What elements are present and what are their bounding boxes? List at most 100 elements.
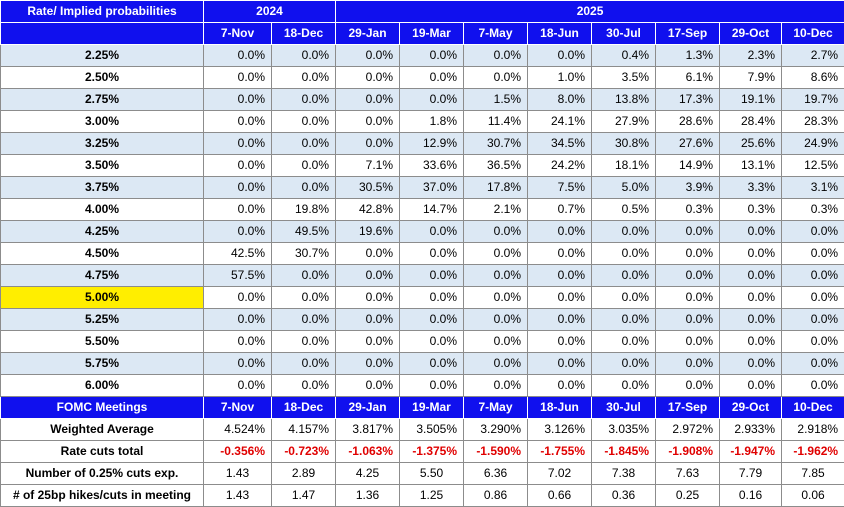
rate-row: 2.50% 0.0% 0.0% 0.0% 0.0% 0.0% 1.0% 3.5% 6.1% 7.9… [0,66,844,89]
probability-cell: 0.0% [399,286,465,309]
summary-value: -1.947% [719,440,783,463]
rate-row: 5.00% 0.0% 0.0% 0.0% 0.0% 0.0% 0.0% 0.0% 0.0% 0.0… [0,286,844,309]
probability-cell: 0.0% [719,330,783,353]
summary-value: 7.02 [527,462,593,485]
probability-cell: 0.0% [591,352,657,375]
probability-cell: 3.5% [591,66,657,89]
probability-cell: 0.0% [203,66,272,89]
probability-cell: 11.4% [463,110,529,133]
probability-cell: 0.0% [655,220,721,243]
probability-cell: 0.0% [203,88,272,111]
summary-row: Number of 0.25% cuts exp. 1.43 2.89 4.25 5.5… [0,462,844,485]
summary-value: 4.25 [335,462,401,485]
probability-cell: 0.0% [655,308,721,331]
meeting-date-header: 29-Oct [719,22,783,45]
probability-cell: 0.0% [203,110,272,133]
summary-value: 3.126% [527,418,593,441]
probability-cell: 0.0% [335,110,401,133]
probability-cell: 0.0% [399,242,465,265]
probability-cell: 30.7% [463,132,529,155]
summary-value: 0.25 [655,484,721,507]
probability-cell: 0.0% [527,264,593,287]
probability-cell: 0.0% [270,286,337,309]
rate-row: 4.00% 0.0% 19.8% 42.8% 14.7% 2.1% 0.7% 0.5% 0.3%… [0,198,844,221]
probability-cell: 0.0% [270,352,337,375]
probability-cell: 0.0% [463,308,529,331]
probability-cell: 24.2% [527,154,593,177]
summary-value: 2.918% [781,418,844,441]
probability-cell: 0.0% [781,308,844,331]
fomc-meeting-date: 18-Jun [527,396,593,419]
summary-label: Weighted Average [0,418,204,441]
fomc-meeting-date: 7-Nov [203,396,272,419]
fomc-meeting-date: 19-Mar [399,396,465,419]
probability-cell: 0.0% [399,374,465,397]
summary-value: 3.290% [463,418,529,441]
probability-cell: 0.0% [463,44,529,67]
probability-cell: 0.0% [335,132,401,155]
rate-row: 5.75% 0.0% 0.0% 0.0% 0.0% 0.0% 0.0% 0.0% 0.0% 0.0… [0,352,844,375]
probability-cell: 0.0% [270,154,337,177]
summary-value: 0.36 [591,484,657,507]
rate-label: 3.50% [0,154,204,177]
summary-value: 2.933% [719,418,783,441]
probability-cell: 0.0% [270,66,337,89]
probability-cell: 0.0% [655,352,721,375]
probability-cell: 12.9% [399,132,465,155]
probability-cell: 0.0% [591,286,657,309]
probability-cell: 19.7% [781,88,844,111]
probability-cell: 0.0% [270,176,337,199]
probability-cell: 0.0% [591,330,657,353]
probability-cell: 18.1% [591,154,657,177]
probability-cell: 0.0% [463,242,529,265]
probability-cell: 3.3% [719,176,783,199]
probability-cell: 0.0% [335,374,401,397]
probability-cell: 3.1% [781,176,844,199]
probability-cell: 6.1% [655,66,721,89]
meeting-date-header: 17-Sep [655,22,721,45]
probability-cell: 8.0% [527,88,593,111]
summary-value: 3.817% [335,418,401,441]
fomc-meetings-label: FOMC Meetings [0,396,204,419]
summary-value: -1.755% [527,440,593,463]
probability-cell: 0.0% [719,308,783,331]
probability-cell: 34.5% [527,132,593,155]
rate-row: 3.50% 0.0% 0.0% 7.1% 33.6% 36.5% 24.2% 18.1% 14.… [0,154,844,177]
probability-cell: 0.0% [335,330,401,353]
probability-cell: 0.4% [591,44,657,67]
probability-cell: 0.0% [399,44,465,67]
probability-cell: 13.8% [591,88,657,111]
probability-cell: 0.0% [270,132,337,155]
probability-cell: 0.0% [719,220,783,243]
rate-label: 5.25% [0,308,204,331]
rate-row: 5.25% 0.0% 0.0% 0.0% 0.0% 0.0% 0.0% 0.0% 0.0% 0.0… [0,308,844,331]
probability-cell: 28.3% [781,110,844,133]
probability-cell: 0.0% [203,198,272,221]
meeting-date-header: 7-May [463,22,529,45]
probability-cell: 7.1% [335,154,401,177]
summary-row: Weighted Average 4.524% 4.157% 3.817% 3.505%… [0,418,844,441]
summary-label: Rate cuts total [0,440,204,463]
probability-cell: 2.3% [719,44,783,67]
probability-cell: 27.9% [591,110,657,133]
probability-cell: 0.0% [527,44,593,67]
probability-cell: 0.0% [781,374,844,397]
summary-value: 1.25 [399,484,465,507]
summary-label: Number of 0.25% cuts exp. [0,462,204,485]
summary-value: 0.16 [719,484,783,507]
meeting-date-header: 10-Dec [781,22,844,45]
probability-cell: 37.0% [399,176,465,199]
probability-cell: 0.5% [591,198,657,221]
date-header-blank [0,22,204,45]
probability-cell: 0.0% [719,242,783,265]
probability-cell: 28.4% [719,110,783,133]
probability-cell: 19.1% [719,88,783,111]
probability-cell: 0.7% [527,198,593,221]
summary-value: 0.66 [527,484,593,507]
rate-label: 5.00% [0,286,204,309]
probability-cell: 12.5% [781,154,844,177]
rate-label: 5.50% [0,330,204,353]
probability-cell: 27.6% [655,132,721,155]
probability-cell: 0.0% [719,264,783,287]
